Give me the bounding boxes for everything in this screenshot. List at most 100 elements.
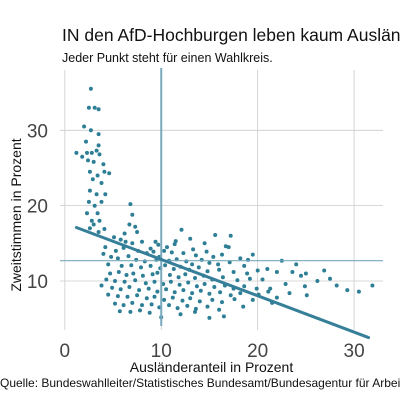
data-point <box>128 202 133 207</box>
data-point <box>118 237 123 242</box>
data-point <box>162 297 167 302</box>
data-point <box>322 268 327 273</box>
x-tick-label: 0 <box>60 341 71 362</box>
data-point <box>103 245 108 250</box>
data-point <box>74 150 79 155</box>
data-point <box>193 306 198 311</box>
data-point <box>131 271 136 276</box>
data-point <box>140 303 144 308</box>
data-point <box>238 256 243 261</box>
data-point <box>113 301 117 306</box>
data-point <box>88 86 93 91</box>
data-point <box>179 227 184 232</box>
data-point <box>250 252 255 257</box>
data-point <box>129 263 134 268</box>
data-point <box>304 293 309 298</box>
data-point <box>228 233 233 238</box>
data-point <box>135 230 140 234</box>
data-point <box>89 218 94 223</box>
data-point <box>221 314 226 319</box>
data-point <box>238 291 243 296</box>
data-point <box>97 218 102 223</box>
data-point <box>117 309 122 314</box>
data-point <box>130 300 135 305</box>
data-point <box>140 239 144 244</box>
data-point <box>193 276 197 280</box>
data-point <box>123 239 128 244</box>
data-points <box>74 86 375 320</box>
data-point <box>91 222 96 227</box>
data-point <box>96 132 101 137</box>
data-point <box>86 105 91 110</box>
data-point <box>133 224 138 229</box>
data-point <box>82 124 87 129</box>
data-point <box>181 251 186 256</box>
data-point <box>124 273 129 277</box>
data-point <box>133 278 138 283</box>
data-point <box>116 270 121 274</box>
data-point <box>91 159 96 164</box>
data-point <box>180 298 185 303</box>
data-point <box>283 282 288 286</box>
data-point <box>144 296 149 301</box>
data-point <box>89 150 94 155</box>
data-point <box>96 230 101 234</box>
data-point <box>84 139 88 144</box>
data-point <box>113 279 117 283</box>
data-point <box>213 233 218 237</box>
data-point <box>274 295 279 300</box>
data-point <box>152 294 157 299</box>
data-point <box>164 287 169 292</box>
data-point <box>334 283 339 288</box>
data-point <box>95 211 100 216</box>
data-point <box>88 128 93 133</box>
data-point <box>207 260 212 265</box>
data-point <box>250 297 255 302</box>
data-point <box>99 199 104 204</box>
data-point <box>216 262 221 267</box>
data-point <box>232 297 237 302</box>
data-point <box>260 277 265 282</box>
data-point <box>128 309 133 314</box>
data-point <box>328 276 332 281</box>
data-point <box>211 254 216 259</box>
data-point <box>207 315 212 320</box>
data-point <box>190 291 195 296</box>
tick-labels: 0 10 20 30 10 20 30 <box>27 121 365 362</box>
data-point <box>106 262 111 267</box>
data-point <box>101 162 106 167</box>
data-point <box>220 300 224 305</box>
data-point <box>85 150 89 155</box>
data-point <box>127 222 132 227</box>
data-point <box>177 282 182 287</box>
data-point <box>86 158 90 163</box>
data-point <box>205 304 210 309</box>
x-axis-title: Ausländeranteil in Prozent <box>130 359 294 375</box>
data-point <box>155 270 160 275</box>
data-point <box>188 236 193 241</box>
data-point <box>95 173 100 178</box>
data-point <box>175 306 180 311</box>
x-tick-label: 10 <box>151 341 172 362</box>
source-note: Quelle: Bundeswahlleiter/Statistisches B… <box>0 376 400 390</box>
data-point <box>242 263 247 268</box>
x-tick-label: 20 <box>247 341 268 362</box>
data-point <box>231 270 236 274</box>
data-point <box>113 248 118 253</box>
data-point <box>241 304 246 309</box>
data-point <box>121 303 126 308</box>
data-point <box>170 295 175 300</box>
data-point <box>196 265 201 270</box>
data-point <box>135 293 140 298</box>
data-point <box>122 231 127 236</box>
y-tick-label: 10 <box>27 272 48 293</box>
data-point <box>102 169 107 174</box>
data-point <box>235 278 240 283</box>
data-point <box>185 303 190 308</box>
data-point <box>204 249 209 254</box>
data-point <box>94 192 99 197</box>
data-point <box>119 263 124 268</box>
data-point <box>266 289 271 294</box>
data-point <box>148 246 153 251</box>
data-point <box>290 270 295 274</box>
